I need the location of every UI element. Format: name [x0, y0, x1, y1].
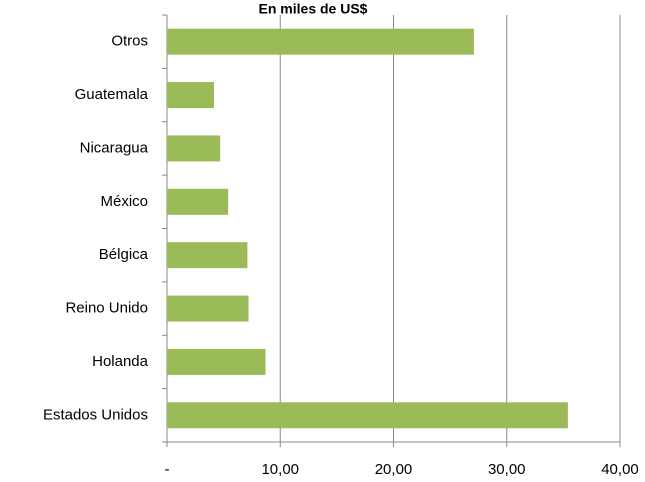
bar — [167, 295, 249, 322]
bar — [167, 28, 474, 55]
x-tick-label: 40,00 — [601, 461, 639, 478]
y-tick-label: Otros — [111, 33, 148, 50]
x-tick-label: - — [165, 461, 170, 478]
y-tick-label: Guatemala — [75, 86, 149, 103]
x-tick-label: 30,00 — [488, 461, 526, 478]
bar — [167, 188, 229, 215]
bar — [167, 402, 568, 429]
bar — [167, 135, 221, 162]
bar — [167, 82, 214, 109]
y-tick-label: México — [100, 193, 148, 210]
x-tick-label: 20,00 — [375, 461, 413, 478]
bar — [167, 242, 248, 269]
y-tick-label: Holanda — [92, 353, 149, 370]
chart-title: En miles de US$ — [259, 1, 368, 17]
y-tick-label: Reino Unido — [65, 300, 148, 317]
x-tick-label: 10,00 — [261, 461, 299, 478]
bar — [167, 348, 266, 375]
y-tick-label: Nicaragua — [80, 139, 149, 156]
y-tick-label: Estados Unidos — [43, 406, 148, 423]
y-tick-label: Bélgica — [99, 246, 149, 263]
